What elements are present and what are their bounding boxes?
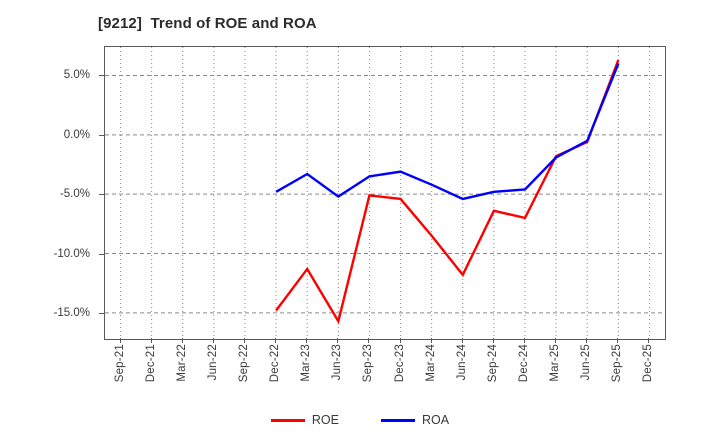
legend-swatch-roe bbox=[270, 418, 305, 422]
x-axis-tick-label: Sep-24 bbox=[486, 344, 499, 383]
y-axis: 5.0% 0.0% -5.0% -10.0% -15.0% bbox=[0, 46, 104, 340]
x-axis-tick bbox=[150, 338, 152, 343]
x-axis-tick-label: Sep-22 bbox=[238, 344, 250, 383]
x-axis-tick-label: Jun-25 bbox=[580, 344, 593, 381]
y-axis-tick-label: -15.0% bbox=[53, 306, 90, 319]
series-line-roa bbox=[275, 63, 620, 201]
x-axis-tick-label: Jun-22 bbox=[206, 344, 219, 381]
x-axis-tick-label: Dec-24 bbox=[518, 344, 530, 383]
x-axis-tick-label: Jun-24 bbox=[455, 344, 468, 381]
y-axis-tick-label: -5.0% bbox=[59, 188, 90, 201]
x-axis-tick bbox=[212, 338, 214, 343]
x-axis-tick bbox=[524, 338, 525, 343]
x-axis-tick-label: Mar-23 bbox=[300, 344, 313, 382]
chart-legend: ROE ROA bbox=[0, 408, 720, 432]
x-axis-tick-label: Sep-21 bbox=[113, 344, 126, 383]
x-axis-tick-label: Mar-22 bbox=[175, 344, 188, 382]
x-axis-tick bbox=[399, 338, 401, 343]
x-axis-tick bbox=[461, 338, 463, 343]
x-axis-tick bbox=[555, 338, 557, 343]
x-axis-tick bbox=[306, 338, 308, 343]
x-axis-tick-label: Sep-25 bbox=[611, 344, 624, 383]
x-axis-tick bbox=[368, 338, 370, 343]
x-axis-tick-label: Mar-24 bbox=[424, 344, 437, 382]
legend-label: ROE bbox=[311, 413, 339, 427]
x-axis-tick bbox=[275, 338, 277, 343]
plot-area bbox=[104, 46, 666, 340]
x-axis-tick bbox=[430, 338, 432, 343]
plot-svg bbox=[105, 47, 665, 339]
x-axis-tick bbox=[244, 338, 245, 343]
x-axis-tick bbox=[119, 338, 121, 343]
y-axis-tick-label: 0.0% bbox=[63, 128, 90, 141]
x-axis: Sep-21 Dec-21 Mar-22 Jun-22 Sep-22 Dec-22 Mar-… bbox=[104, 338, 666, 404]
y-axis-tick bbox=[99, 194, 104, 196]
legend-swatch-roa bbox=[381, 418, 415, 422]
y-axis-tick bbox=[99, 253, 104, 255]
x-axis-tick-label: Dec-22 bbox=[269, 344, 282, 383]
legend-item-roe[interactable]: ROE bbox=[270, 413, 339, 427]
x-axis-tick bbox=[586, 338, 588, 343]
x-axis-tick-label: Dec-25 bbox=[642, 344, 655, 383]
x-axis-tick bbox=[492, 338, 494, 343]
legend-label: ROA bbox=[422, 413, 450, 427]
x-axis-tick-label: Sep-23 bbox=[362, 344, 375, 383]
x-axis-tick-label: Dec-23 bbox=[393, 344, 406, 383]
y-axis-tick bbox=[99, 312, 104, 314]
x-axis-tick bbox=[648, 338, 650, 343]
x-axis-tick bbox=[181, 338, 183, 343]
chart-title: [9212] Trend of ROE and ROA bbox=[98, 15, 317, 32]
y-axis-tick bbox=[99, 75, 104, 77]
legend-item-roa[interactable]: ROA bbox=[381, 413, 449, 427]
x-axis-tick-label: Dec-21 bbox=[144, 344, 157, 383]
x-axis-tick-label: Mar-25 bbox=[549, 344, 562, 382]
x-axis-tick bbox=[337, 338, 339, 343]
y-axis-tick-label: -10.0% bbox=[53, 247, 90, 260]
y-axis-tick-label: 5.0% bbox=[63, 69, 90, 82]
x-axis-tick-label: Jun-23 bbox=[331, 344, 344, 381]
y-axis-tick bbox=[99, 134, 104, 136]
x-axis-tick bbox=[617, 338, 619, 343]
